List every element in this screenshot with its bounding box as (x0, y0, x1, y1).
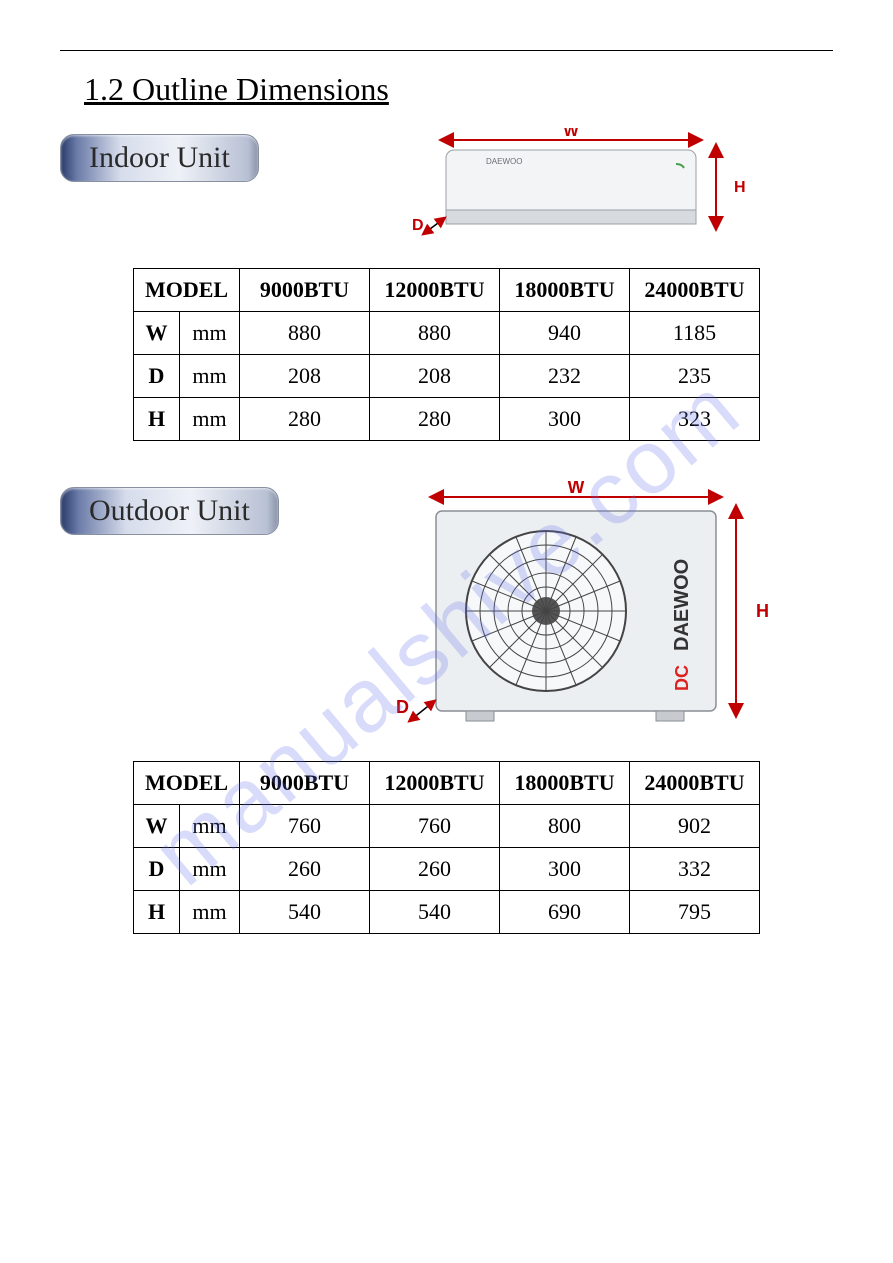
outdoor-r1c0: 260 (240, 848, 370, 891)
table-row: W mm 760 760 800 902 (134, 805, 760, 848)
indoor-h-label: H (734, 179, 746, 196)
outdoor-r2c1: 540 (370, 891, 500, 934)
indoor-r1c1: 208 (370, 355, 500, 398)
indoor-label: Indoor Unit (60, 134, 259, 182)
indoor-table-header: MODEL 9000BTU 12000BTU 18000BTU 24000BTU (134, 269, 760, 312)
outdoor-label: Outdoor Unit (60, 487, 279, 535)
indoor-row2-unit: mm (180, 398, 240, 441)
indoor-row1-unit: mm (180, 355, 240, 398)
outdoor-row2-dim: H (134, 891, 180, 934)
outdoor-table: MODEL 9000BTU 12000BTU 18000BTU 24000BTU… (133, 761, 760, 934)
outdoor-r0c1: 760 (370, 805, 500, 848)
indoor-r2c0: 280 (240, 398, 370, 441)
outdoor-brand-sub: DC (672, 665, 692, 691)
indoor-r1c2: 232 (500, 355, 630, 398)
outdoor-row0-dim: W (134, 805, 180, 848)
indoor-block: Indoor Unit W DAEWOO H D (60, 128, 833, 248)
svg-text:DAEWOO: DAEWOO (486, 157, 522, 166)
outdoor-d-label: D (396, 697, 409, 717)
outdoor-block: Outdoor Unit W (60, 481, 833, 741)
indoor-row0-dim: W (134, 312, 180, 355)
indoor-row1-dim: D (134, 355, 180, 398)
outdoor-r2c2: 690 (500, 891, 630, 934)
top-rule (60, 50, 833, 51)
outdoor-brand: DAEWOO (671, 559, 693, 651)
outdoor-h-label: H (756, 601, 769, 621)
indoor-col-3: 24000BTU (630, 269, 760, 312)
indoor-r1c0: 208 (240, 355, 370, 398)
outdoor-r0c0: 760 (240, 805, 370, 848)
outdoor-r2c0: 540 (240, 891, 370, 934)
outdoor-row1-dim: D (134, 848, 180, 891)
indoor-r0c1: 880 (370, 312, 500, 355)
indoor-w-label: W (563, 128, 579, 140)
outdoor-w-label: W (567, 481, 584, 497)
outdoor-model-header: MODEL (134, 762, 240, 805)
outdoor-diagram: W DAEWOO DC (319, 481, 833, 741)
outdoor-r2c3: 795 (630, 891, 760, 934)
outdoor-col-2: 18000BTU (500, 762, 630, 805)
outdoor-col-0: 9000BTU (240, 762, 370, 805)
table-row: D mm 260 260 300 332 (134, 848, 760, 891)
indoor-r0c0: 880 (240, 312, 370, 355)
table-row: H mm 540 540 690 795 (134, 891, 760, 934)
outdoor-r1c2: 300 (500, 848, 630, 891)
indoor-col-2: 18000BTU (500, 269, 630, 312)
indoor-row2-dim: H (134, 398, 180, 441)
indoor-r0c3: 1185 (630, 312, 760, 355)
outdoor-r0c3: 902 (630, 805, 760, 848)
indoor-r0c2: 940 (500, 312, 630, 355)
indoor-row0-unit: mm (180, 312, 240, 355)
outdoor-r1c1: 260 (370, 848, 500, 891)
section-heading: 1.2 Outline Dimensions (84, 71, 833, 108)
indoor-r2c3: 323 (630, 398, 760, 441)
indoor-r1c3: 235 (630, 355, 760, 398)
outdoor-row0-unit: mm (180, 805, 240, 848)
outdoor-r0c2: 800 (500, 805, 630, 848)
outdoor-row1-unit: mm (180, 848, 240, 891)
indoor-col-1: 12000BTU (370, 269, 500, 312)
outdoor-col-1: 12000BTU (370, 762, 500, 805)
indoor-model-header: MODEL (134, 269, 240, 312)
indoor-diagram: W DAEWOO H D (299, 128, 833, 248)
table-row: H mm 280 280 300 323 (134, 398, 760, 441)
outdoor-table-header: MODEL 9000BTU 12000BTU 18000BTU 24000BTU (134, 762, 760, 805)
indoor-col-0: 9000BTU (240, 269, 370, 312)
outdoor-col-3: 24000BTU (630, 762, 760, 805)
table-row: W mm 880 880 940 1185 (134, 312, 760, 355)
indoor-d-label: D (412, 217, 424, 234)
outdoor-r1c3: 332 (630, 848, 760, 891)
indoor-table: MODEL 9000BTU 12000BTU 18000BTU 24000BTU… (133, 268, 760, 441)
outdoor-row2-unit: mm (180, 891, 240, 934)
table-row: D mm 208 208 232 235 (134, 355, 760, 398)
indoor-r2c2: 300 (500, 398, 630, 441)
indoor-r2c1: 280 (370, 398, 500, 441)
